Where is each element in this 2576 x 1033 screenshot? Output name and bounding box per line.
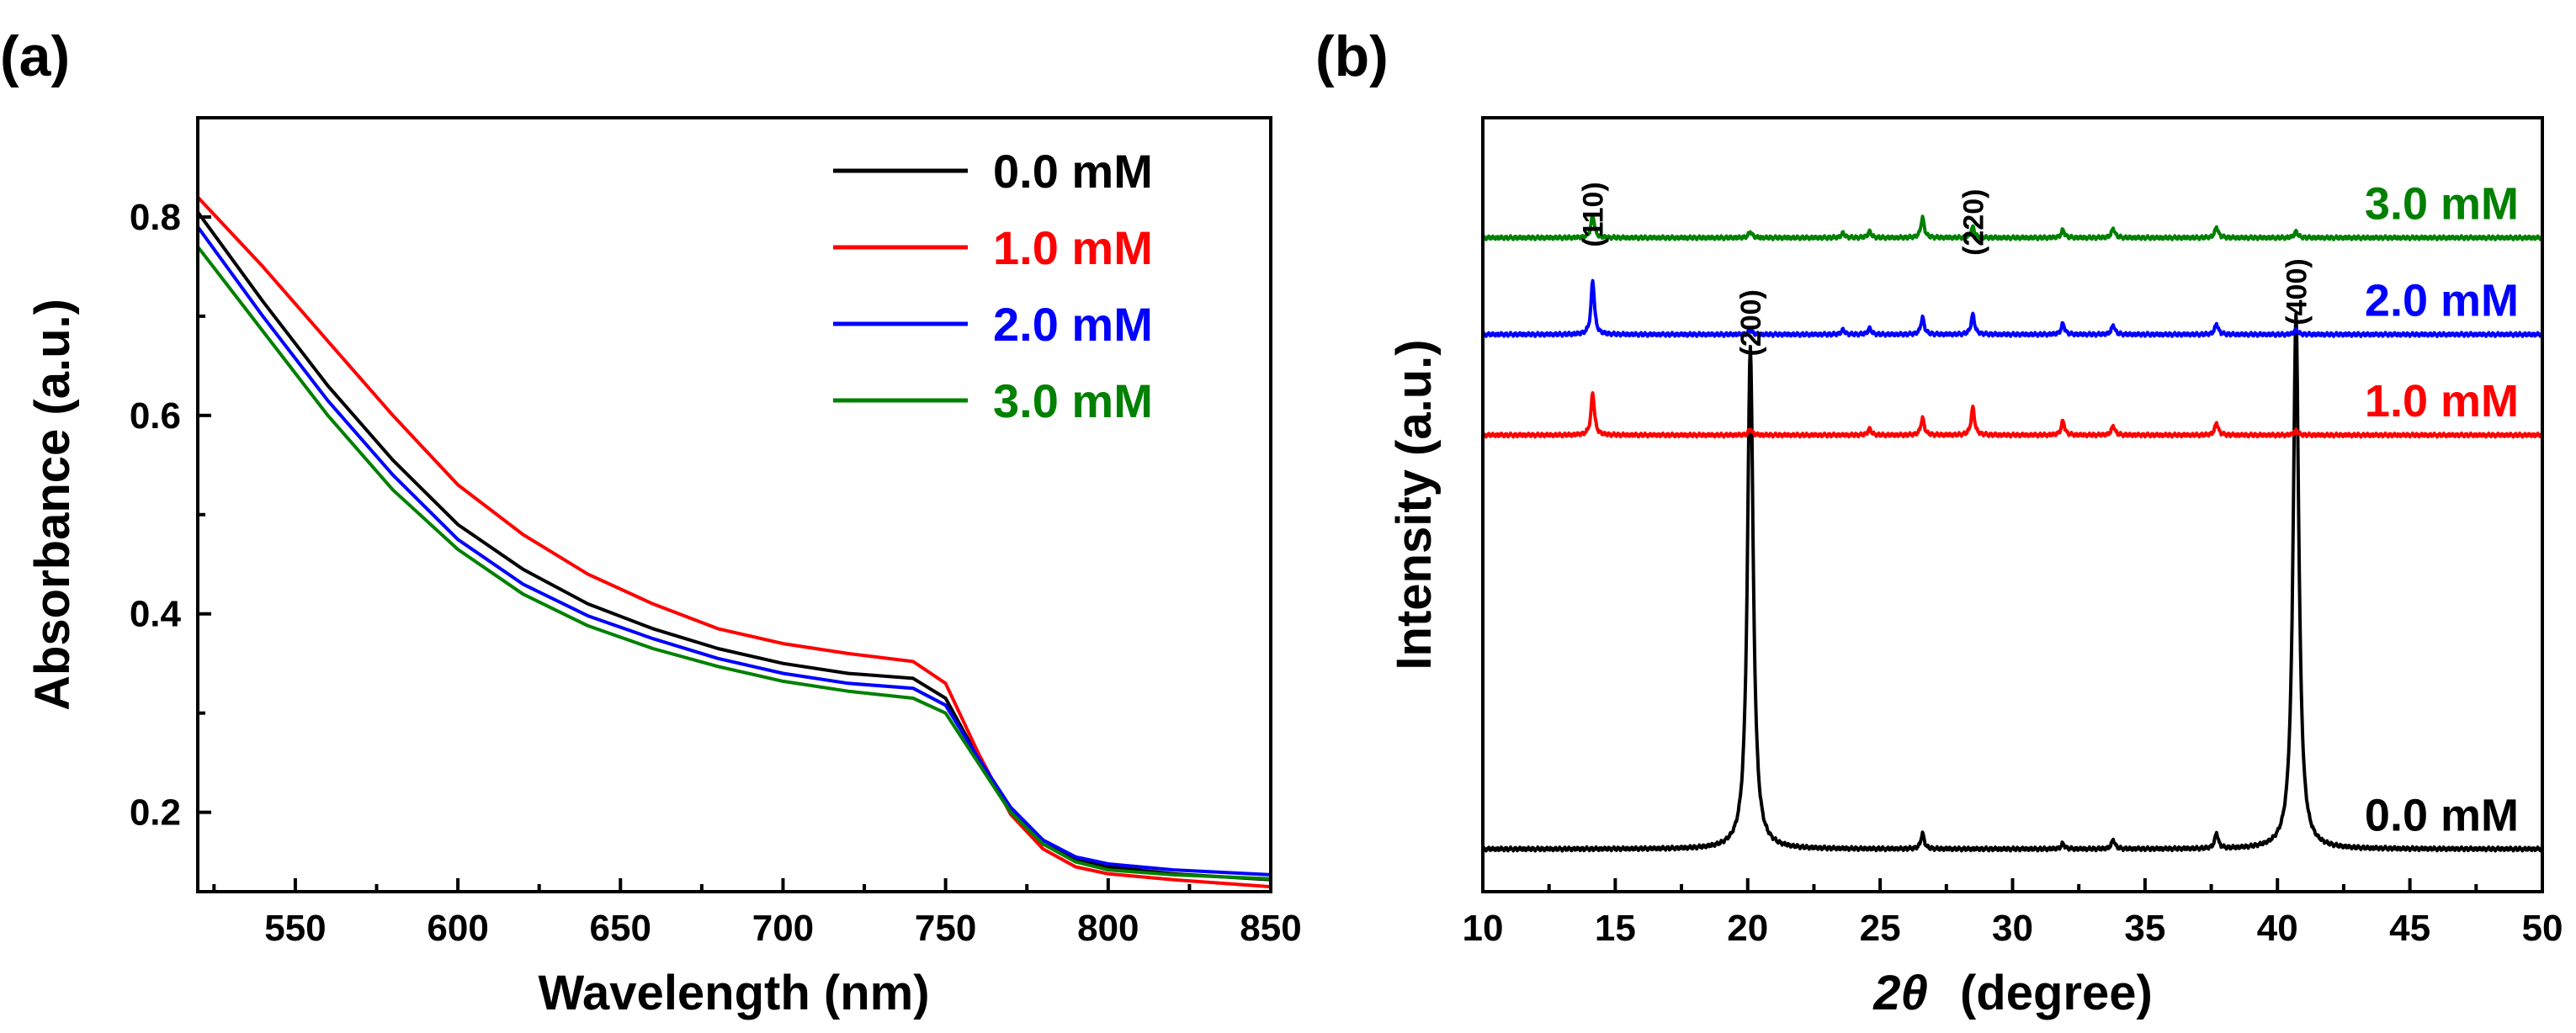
- panel-a-plot-frame: [196, 116, 1272, 893]
- panel-a-y-axis-title: Absorbance (a.u.): [25, 299, 80, 711]
- x-tick-label: 750: [915, 908, 976, 949]
- x-tick-label: 40: [2257, 908, 2298, 949]
- x-tick-label: 50: [2522, 908, 2563, 949]
- panel-b-peak-annotations: (110) (220) (200) (400): [1578, 182, 2313, 356]
- x-tick-label: 700: [752, 908, 814, 949]
- xrd-pattern-10: [1481, 391, 2544, 439]
- panel-b-x-axis-symbol: 2θ: [1872, 966, 1928, 1020]
- series-label: 2.0 mM: [2365, 276, 2519, 326]
- panel-b-x-axis-title: 2θ (degree): [1872, 966, 2153, 1020]
- panel-b-curves: [1481, 213, 2544, 853]
- x-tick-label: 850: [1240, 908, 1301, 949]
- x-tick-label: 45: [2389, 908, 2430, 949]
- absorbance-curve-20: [196, 225, 1272, 877]
- panel-b-ticks: 10 15 20 25 30 35 40 45 50: [1463, 878, 2563, 949]
- panel-a-ticks: 550 600 650 700 750 800 850 0.2 0.4 0.6 0.8: [130, 116, 1302, 949]
- x-tick-label: 600: [427, 908, 488, 949]
- x-tick-label: 550: [264, 908, 326, 949]
- y-tick-label: 0.6: [130, 395, 181, 437]
- x-tick-label: 20: [1727, 908, 1768, 949]
- panel-b-x-axis-unit: (degree): [1960, 966, 2153, 1020]
- peak-annotation: (110): [1578, 182, 1610, 247]
- series-label: 0.0 mM: [2365, 790, 2519, 840]
- panel-b-y-axis-title: Intensity (a.u.): [1387, 339, 1442, 670]
- legend-label: 2.0 mM: [993, 298, 1153, 351]
- x-tick-label: 25: [1860, 908, 1901, 949]
- y-tick-label: 0.8: [130, 197, 181, 238]
- panel-a-absorbance-chart: (a) 550 600 650 700 750 800 850 0.2 0.4 0.6 0.8 0.…: [0, 24, 1302, 1020]
- series-label: 3.0 mM: [2365, 179, 2519, 230]
- x-tick-label: 30: [1992, 908, 2033, 949]
- legend-label: 1.0 mM: [993, 221, 1153, 274]
- x-tick-label: 800: [1077, 908, 1139, 949]
- absorbance-curve-10: [196, 196, 1272, 889]
- y-tick-label: 0.2: [130, 792, 181, 834]
- peak-annotation: (400): [2281, 258, 2313, 325]
- legend-label: 3.0 mM: [993, 374, 1153, 427]
- peak-annotation: (220): [1957, 189, 1989, 256]
- xrd-pattern-00: [1481, 312, 2544, 853]
- panel-b-tag: (b): [1315, 24, 1389, 88]
- x-tick-label: 15: [1595, 908, 1636, 949]
- x-tick-label: 10: [1463, 908, 1504, 949]
- x-tick-label: 650: [590, 908, 651, 949]
- series-label: 1.0 mM: [2365, 376, 2519, 426]
- legend-label: 0.0 mM: [993, 145, 1153, 198]
- xrd-pattern-20: [1481, 278, 2544, 338]
- panel-a-tag: (a): [0, 24, 70, 88]
- peak-annotation: (200): [1735, 289, 1767, 356]
- panel-a-curves: [196, 196, 1272, 889]
- panel-b-plot-frame: [1481, 116, 2544, 893]
- absorbance-curve-30: [196, 246, 1272, 881]
- x-tick-label: 35: [2124, 908, 2165, 949]
- panel-b-series-labels: 0.0 mM 1.0 mM 2.0 mM 3.0 mM: [2365, 179, 2519, 841]
- y-tick-label: 0.4: [130, 594, 182, 635]
- xrd-pattern-30: [1481, 213, 2544, 241]
- panel-a-legend: 0.0 mM 1.0 mM 2.0 mM 3.0 mM: [833, 145, 1153, 427]
- panel-b-xrd-chart: (b) 10 15 20 25 30 35 40 45 50 (110) (220) (200) (4…: [1315, 24, 2563, 1020]
- panel-a-x-axis-title: Wavelength (nm): [538, 966, 929, 1020]
